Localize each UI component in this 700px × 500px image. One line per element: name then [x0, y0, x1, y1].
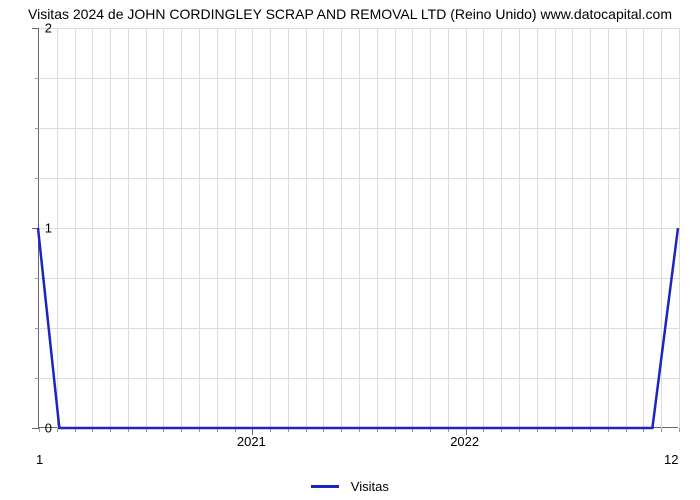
x-minor-tick: [661, 428, 662, 432]
legend: Visitas: [0, 478, 700, 494]
line-series-visitas: [38, 28, 678, 428]
y-tick-label: 2: [12, 21, 52, 36]
x-endpoint-label-left: 1: [36, 452, 43, 467]
x-tick-label: 2022: [450, 434, 479, 449]
legend-swatch: [311, 485, 339, 488]
x-tick-label: 2021: [237, 434, 266, 449]
x-minor-tick: [57, 428, 58, 432]
legend-label: Visitas: [351, 479, 389, 494]
y-tick-label: 1: [12, 221, 52, 236]
gridline-vertical-minor: [679, 28, 680, 428]
chart-area: 20212022112: [38, 28, 678, 428]
y-tick-label: 0: [12, 421, 52, 436]
x-minor-tick: [679, 428, 680, 432]
chart-title: Visitas 2024 de JOHN CORDINGLEY SCRAP AN…: [0, 6, 700, 22]
x-endpoint-label-right: 12: [664, 452, 678, 467]
